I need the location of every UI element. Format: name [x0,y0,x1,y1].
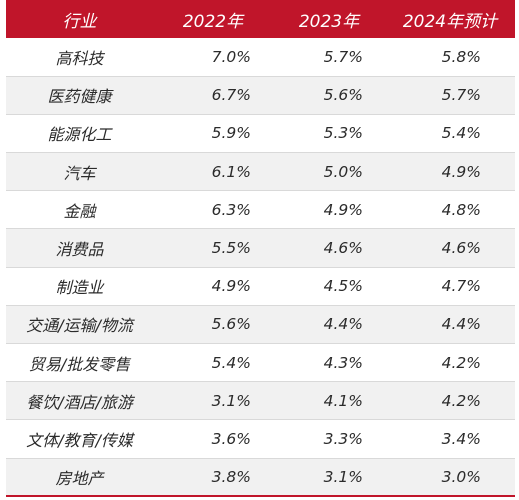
cell-2022: 5.5% [153,228,273,268]
cell-2024-forecast: 3.0% [385,458,515,498]
table-header: 行业 2022年 2023年 2024年预计 [6,0,515,38]
table-row: 房地产 3.8% 3.1% 3.0% [6,458,515,498]
cell-industry: 制造业 [6,267,153,306]
cell-2023: 3.3% [273,419,385,459]
cell-2022: 5.9% [153,114,273,154]
cell-industry: 高科技 [6,38,153,77]
table-row: 制造业 4.9% 4.5% 4.7% [6,267,515,306]
cell-2024-forecast: 4.8% [385,190,515,230]
table-row: 高科技 7.0% 5.7% 5.8% [6,38,515,77]
cell-2023: 5.6% [273,76,385,115]
cell-2022: 3.6% [153,419,273,459]
cell-2023: 4.6% [273,228,385,268]
cell-2023: 4.4% [273,305,385,345]
cell-industry: 文体/教育/传媒 [6,419,153,459]
cell-industry: 汽车 [6,152,153,192]
cell-2022: 5.6% [153,305,273,345]
cell-industry: 消费品 [6,228,153,268]
cell-2024-forecast: 4.7% [385,267,515,306]
header-row: 行业 2022年 2023年 2024年预计 [6,0,515,38]
cell-2024-forecast: 5.8% [385,38,515,77]
cell-2022: 7.0% [153,38,273,77]
cell-industry: 能源化工 [6,114,153,154]
table-row: 交通/运输/物流 5.6% 4.4% 4.4% [6,305,515,345]
cell-2024-forecast: 4.2% [385,381,515,421]
cell-2022: 4.9% [153,267,273,306]
header-industry: 行业 [62,11,97,32]
cell-2024-forecast: 5.4% [385,114,515,154]
cell-industry: 贸易/批发零售 [6,343,153,383]
cell-2024-forecast: 4.6% [385,228,515,268]
cell-2022: 6.7% [153,76,273,115]
table-row: 能源化工 5.9% 5.3% 5.4% [6,114,515,154]
cell-2023: 5.7% [273,38,385,77]
cell-2023: 3.1% [273,458,385,498]
header-2024-forecast: 2024年预计 [402,11,498,32]
cell-2022: 3.8% [153,458,273,498]
cell-2022: 6.3% [153,190,273,230]
cell-2024-forecast: 4.4% [385,305,515,345]
header-2023: 2023年 [298,11,360,32]
cell-2024-forecast: 5.7% [385,76,515,115]
cell-2024-forecast: 3.4% [385,419,515,459]
cell-industry: 餐饮/酒店/旅游 [6,381,153,421]
cell-2023: 4.5% [273,267,385,306]
cell-2022: 5.4% [153,343,273,383]
cell-industry: 房地产 [6,458,153,498]
table-row: 消费品 5.5% 4.6% 4.6% [6,228,515,268]
table-row: 医药健康 6.7% 5.6% 5.7% [6,76,515,115]
cell-2023: 5.3% [273,114,385,154]
cell-2024-forecast: 4.9% [385,152,515,192]
table-row: 贸易/批发零售 5.4% 4.3% 4.2% [6,343,515,383]
cell-industry: 金融 [6,190,153,230]
cell-2023: 5.0% [273,152,385,192]
table-row: 汽车 6.1% 5.0% 4.9% [6,152,515,192]
cell-2022: 6.1% [153,152,273,192]
header-2022: 2022年 [182,11,244,32]
table-body: 高科技 7.0% 5.7% 5.8% 医药健康 6.7% 5.6% 5.7% 能源化工 5.9% 5… [6,38,515,498]
table-row: 餐饮/酒店/旅游 3.1% 4.1% 4.2% [6,381,515,421]
cell-industry: 交通/运输/物流 [6,305,153,345]
cell-2023: 4.1% [273,381,385,421]
cell-2023: 4.3% [273,343,385,383]
cell-2024-forecast: 4.2% [385,343,515,383]
cell-2022: 3.1% [153,381,273,421]
cell-2023: 4.9% [273,190,385,230]
table-row: 文体/教育/传媒 3.6% 3.3% 3.4% [6,419,515,459]
table-row: 金融 6.3% 4.9% 4.8% [6,190,515,230]
cell-industry: 医药健康 [6,76,153,115]
salary-growth-table: 行业 2022年 2023年 2024年预计 高科技 7.0% 5.7% 5.8% 医药… [6,0,515,498]
